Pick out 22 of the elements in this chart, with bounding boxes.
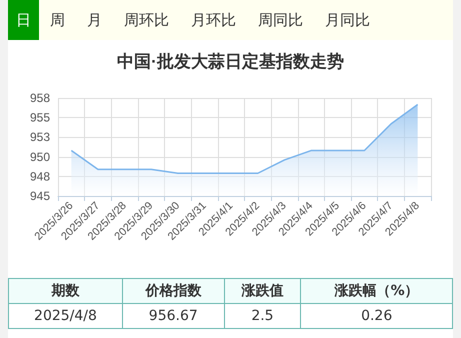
y-tick-label: 950 — [30, 150, 50, 164]
text: 周 — [49, 10, 66, 31]
text: 日 — [8, 0, 39, 40]
text: 涨跌幅（%） — [300, 278, 452, 304]
text: 2.5 — [224, 304, 301, 328]
text: 涨跌值 — [224, 278, 301, 304]
text: 0.26 — [300, 304, 452, 328]
text: 月环比 — [190, 10, 237, 31]
text: 2025/4/8 — [8, 304, 122, 328]
y-tick-label: 958 — [30, 91, 50, 105]
chart-title: 中国·批发大蒜日定基指数走势 — [117, 52, 344, 71]
text: 期数 — [8, 278, 122, 304]
text: 月 — [86, 10, 103, 31]
y-tick-label: 953 — [30, 130, 50, 144]
text: 价格指数 — [122, 278, 224, 304]
text: 956.67 — [122, 304, 224, 328]
text: 周同比 — [257, 10, 304, 31]
y-tick-label: 955 — [30, 110, 50, 125]
y-tick-label: 945 — [30, 189, 50, 203]
text: 月同比 — [324, 10, 371, 31]
y-tick-label: 948 — [30, 169, 50, 184]
text: 周环比 — [123, 10, 170, 31]
